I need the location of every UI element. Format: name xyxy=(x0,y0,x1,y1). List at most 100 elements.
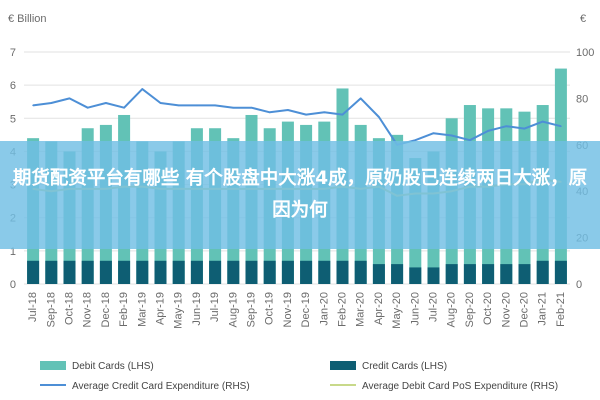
legend-label: Credit Cards (LHS) xyxy=(362,361,447,372)
x-tick-label: Feb-19 xyxy=(118,292,130,327)
bar-credit-cards xyxy=(263,260,276,284)
line-point xyxy=(560,125,562,128)
x-tick-label: Mar-19 xyxy=(136,292,148,327)
bar-credit-cards xyxy=(209,260,222,284)
y-right-tick-label: 80 xyxy=(576,93,588,105)
legend-label: Average Credit Card Expenditure (RHS) xyxy=(72,381,250,392)
bar-credit-cards xyxy=(172,260,185,284)
bar-credit-cards xyxy=(136,260,149,284)
line-point xyxy=(177,104,180,107)
y-left-tick-label: 6 xyxy=(10,80,16,92)
line-point xyxy=(287,109,289,111)
x-tick-label: Dec-20 xyxy=(519,292,531,327)
line-point xyxy=(341,113,344,116)
bar-credit-cards xyxy=(99,260,112,284)
bar-credit-cards xyxy=(227,260,240,284)
line-point xyxy=(68,97,71,100)
x-tick-label: Dec-18 xyxy=(100,292,112,327)
x-tick-label: Jan-20 xyxy=(318,292,330,326)
bar-credit-cards xyxy=(500,264,513,284)
line-point xyxy=(305,113,307,116)
x-tick-label: Apr-20 xyxy=(373,292,385,325)
line-point xyxy=(32,104,34,107)
bar-credit-cards xyxy=(27,260,40,284)
bar-credit-cards xyxy=(518,264,531,284)
x-tick-label: Sep-18 xyxy=(45,292,57,327)
line-point xyxy=(232,106,235,109)
headline-banner: 期货配资平台有哪些 有个股盘中大涨4成，原奶股已连续两日大涨，原因为何 xyxy=(0,141,600,249)
legend: Debit Cards (LHS) Credit Cards (LHS) Avera… xyxy=(40,361,558,392)
x-tick-label: Jan-21 xyxy=(537,292,549,326)
x-tick-label: Apr-19 xyxy=(155,292,167,325)
bar-credit-cards xyxy=(154,260,167,284)
bar-credit-cards xyxy=(245,260,258,284)
x-tick-label: Oct-20 xyxy=(482,292,494,325)
x-tick-label: Jul-18 xyxy=(27,292,39,322)
y-left-tick-label: 7 xyxy=(10,47,16,59)
x-tick-label: Jul-19 xyxy=(209,292,221,322)
bar-credit-cards xyxy=(554,260,567,284)
x-tick-label: Oct-18 xyxy=(64,292,76,325)
x-tick-label: May-20 xyxy=(391,292,403,329)
line-point xyxy=(523,127,526,130)
y-right-tick-label: 100 xyxy=(576,47,594,59)
y-left-tick-label: 5 xyxy=(10,113,16,125)
bar-credit-cards xyxy=(336,260,349,284)
line-point xyxy=(323,111,326,114)
line-point xyxy=(105,102,107,104)
bar-credit-cards xyxy=(300,260,313,284)
x-tick-label: Feb-21 xyxy=(555,292,567,327)
headline-text: 期货配资平台有哪些 有个股盘中大涨4成，原奶股已连续两日大涨，原因为何 xyxy=(12,168,588,221)
bar-credit-cards xyxy=(409,267,422,284)
y-left-tick-label: 1 xyxy=(10,246,16,258)
right-unit-label: € xyxy=(580,13,586,25)
line-point xyxy=(268,111,271,114)
x-tick-label: Aug-20 xyxy=(446,292,458,327)
x-tick-label: Jul-20 xyxy=(428,292,440,322)
line-point xyxy=(250,106,253,109)
x-tick-label: Oct-19 xyxy=(264,292,276,325)
line-point xyxy=(432,132,435,134)
y-left-tick-label: 0 xyxy=(10,279,16,291)
line-point xyxy=(505,125,508,128)
bar-credit-cards xyxy=(118,260,131,284)
legend-swatch xyxy=(330,361,356,370)
line-point xyxy=(196,104,198,107)
x-tick-label: Jun-19 xyxy=(191,292,203,326)
bar-credit-cards xyxy=(427,267,440,284)
bar-credit-cards xyxy=(372,264,385,284)
x-tick-label: Dec-19 xyxy=(300,292,312,327)
bar-credit-cards xyxy=(463,264,476,284)
left-unit-label: € Billion xyxy=(8,13,47,25)
line-point xyxy=(86,106,89,109)
bar-credit-cards xyxy=(354,260,367,284)
line-point xyxy=(541,120,544,123)
legend-swatch xyxy=(40,361,66,370)
x-tick-label: Nov-20 xyxy=(500,292,512,327)
legend-label: Average Debit Card PoS Expenditure (RHS) xyxy=(362,381,558,392)
line-point xyxy=(487,130,489,132)
bar-credit-cards xyxy=(281,260,294,284)
bar-credit-cards xyxy=(318,260,331,284)
bar-credit-cards xyxy=(536,260,549,284)
x-tick-label: May-19 xyxy=(173,292,185,329)
x-axis: Jul-18 Sep-18 Oct-18 Nov-18 Dec-18 Feb-19 Mar-… xyxy=(27,292,567,329)
line-point xyxy=(214,104,216,107)
x-tick-label: Feb-20 xyxy=(337,292,349,327)
line-point xyxy=(378,116,380,118)
line-point xyxy=(141,88,144,90)
line-point xyxy=(414,139,417,141)
bar-credit-cards xyxy=(482,264,495,284)
bar-credit-cards xyxy=(81,260,94,284)
line-series-1 xyxy=(32,88,562,146)
bar-credit-cards xyxy=(45,260,58,284)
line-point xyxy=(159,102,162,104)
x-tick-label: Sep-20 xyxy=(464,292,476,327)
x-tick-label: Nov-19 xyxy=(282,292,294,327)
line-point xyxy=(123,106,125,109)
x-tick-label: Nov-18 xyxy=(82,292,94,327)
x-tick-label: Jun-20 xyxy=(409,292,421,326)
legend-label: Debit Cards (LHS) xyxy=(72,361,154,372)
x-tick-label: Mar-20 xyxy=(355,292,367,327)
y-right-tick-label: 0 xyxy=(576,279,582,291)
